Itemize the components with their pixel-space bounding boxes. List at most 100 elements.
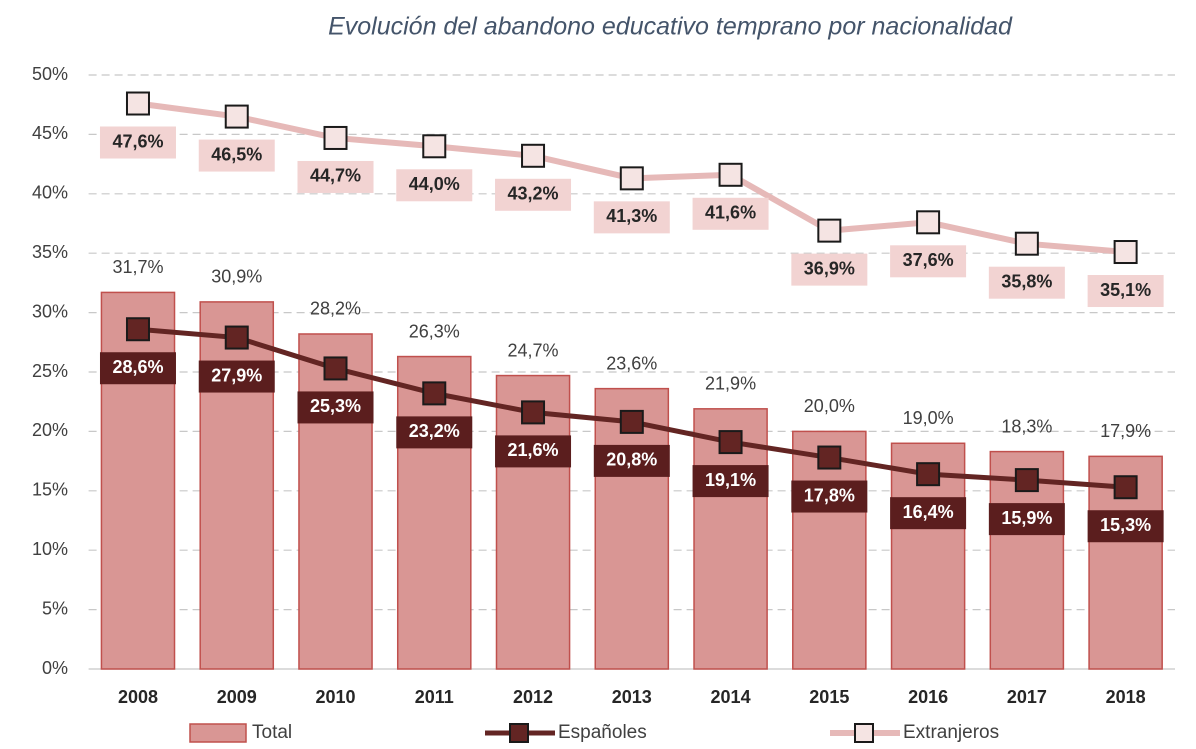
bar-value-label: 30,9% (211, 267, 262, 287)
value-label-box (99, 352, 176, 385)
legend-label: Total (252, 722, 292, 743)
marker (521, 400, 546, 425)
x-tick-label: 2009 (217, 687, 257, 707)
marker (125, 317, 150, 342)
value-label-box (495, 178, 572, 211)
bar (298, 333, 373, 670)
marker (619, 166, 644, 191)
line-value-label: 15,3% (1100, 515, 1151, 535)
line-value-label: 20,8% (606, 450, 657, 470)
y-tick-label: 30% (32, 301, 68, 321)
bar-value-label: 24,7% (508, 340, 559, 360)
value-label-box (988, 266, 1065, 299)
line-value-label: 35,1% (1100, 280, 1151, 300)
line-value-label: 35,8% (1001, 271, 1052, 291)
bar-value-label: 18,3% (1001, 416, 1052, 436)
marker (619, 409, 644, 434)
value-label-box (692, 197, 769, 230)
marker (1014, 468, 1039, 493)
legend-swatch (189, 723, 247, 743)
marker (718, 162, 743, 187)
x-tick-label: 2015 (809, 687, 849, 707)
x-tick-label: 2008 (118, 687, 158, 707)
bar (594, 387, 670, 670)
marker (817, 218, 842, 243)
bar-value-label: 23,6% (606, 353, 657, 373)
marker (521, 143, 546, 168)
line-value-label: 25,3% (310, 396, 361, 416)
bar-value-label: 17,9% (1100, 421, 1151, 441)
marker (718, 430, 743, 455)
line-value-label: 16,4% (903, 502, 954, 522)
marker (817, 445, 842, 470)
line-value-label: 27,9% (211, 365, 262, 385)
line-value-label: 17,8% (804, 485, 855, 505)
bar-value-label: 28,2% (310, 299, 361, 319)
legend-marker (854, 723, 874, 743)
bar-value-label: 20,0% (804, 396, 855, 416)
marker (323, 356, 348, 381)
bar (199, 301, 275, 670)
y-tick-label: 5% (42, 598, 68, 618)
value-label-box (988, 503, 1065, 536)
value-label-box (1087, 275, 1164, 308)
bar (396, 355, 472, 670)
y-tick-label: 10% (32, 539, 68, 559)
value-label-box (1087, 510, 1164, 543)
value-label-box (890, 497, 967, 530)
x-tick-label: 2013 (612, 687, 652, 707)
marker (1014, 231, 1039, 256)
value-label-box (297, 391, 374, 424)
y-tick-label: 45% (32, 123, 68, 143)
x-tick-label: 2018 (1106, 687, 1146, 707)
marker (224, 325, 249, 350)
bar (100, 291, 176, 670)
legend-label: Extranjeros (903, 722, 999, 743)
bar (792, 430, 867, 670)
bar-value-label: 19,0% (903, 408, 954, 428)
x-tick-label: 2012 (513, 687, 553, 707)
value-label-box (890, 245, 967, 278)
value-label-box (593, 444, 670, 477)
y-tick-label: 0% (42, 658, 68, 678)
y-tick-label: 15% (32, 480, 68, 500)
legend-label: Españoles (558, 722, 647, 743)
line-value-label: 37,6% (903, 250, 954, 270)
legend-marker (509, 723, 529, 743)
line-value-label: 47,6% (112, 131, 163, 151)
x-tick-label: 2011 (415, 687, 454, 707)
line-value-label: 41,6% (705, 203, 756, 223)
marker (422, 381, 447, 406)
x-tick-label: 2010 (315, 687, 355, 707)
y-tick-label: 35% (32, 242, 68, 262)
line-value-label: 41,3% (606, 206, 657, 226)
bar-value-label: 26,3% (409, 321, 460, 341)
value-label-box (297, 160, 374, 193)
line-value-label: 15,9% (1001, 508, 1052, 528)
value-label-box (396, 169, 473, 202)
value-label-box (198, 139, 275, 172)
value-label-box (495, 435, 572, 468)
y-tick-label: 20% (32, 420, 68, 440)
line-value-label: 23,2% (409, 421, 460, 441)
line-value-label: 21,6% (508, 440, 559, 460)
bar-value-label: 21,9% (705, 374, 756, 394)
marker (1113, 475, 1138, 500)
y-tick-label: 40% (32, 183, 68, 203)
marker (323, 125, 348, 150)
marker (916, 210, 941, 235)
line-value-label: 28,6% (112, 357, 163, 377)
chart-title: Evolución del abandono educativo tempran… (328, 13, 1013, 41)
marker (1113, 240, 1138, 265)
marker (125, 91, 150, 116)
bar-value-label: 31,7% (112, 257, 163, 277)
value-label-box (198, 360, 275, 393)
value-label-box (593, 201, 670, 234)
value-label-box (791, 480, 868, 513)
x-tick-label: 2017 (1007, 687, 1047, 707)
bar (495, 374, 571, 670)
line-value-label: 46,5% (211, 144, 262, 164)
value-label-box (791, 253, 868, 286)
line-value-label: 44,0% (409, 174, 460, 194)
